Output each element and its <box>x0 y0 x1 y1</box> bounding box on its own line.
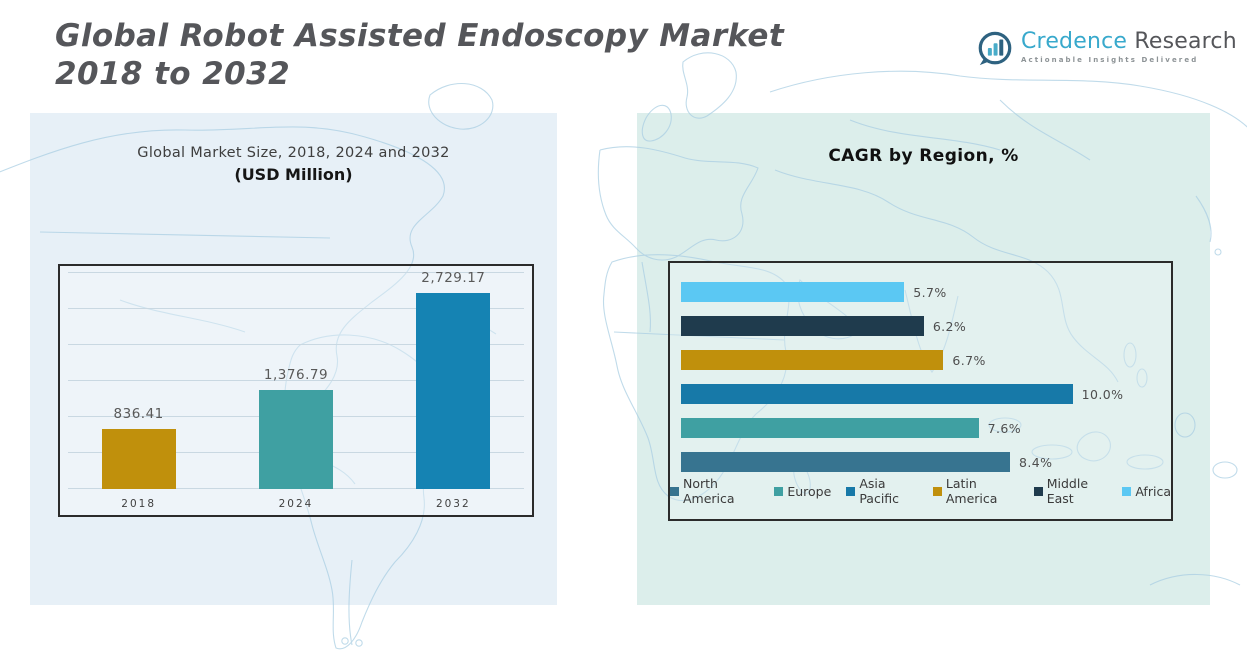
x-axis-label-2024: 2024 <box>278 498 314 510</box>
hbar-middle-east <box>681 316 924 336</box>
hbar-value-label-latin-america: 6.7% <box>952 352 986 368</box>
hbar-row-latin-america: 6.7% <box>681 350 1163 370</box>
bar-2024 <box>258 389 333 489</box>
x-axis-label-2018: 2018 <box>121 498 157 510</box>
legend-swatch-icon <box>1122 486 1132 496</box>
hbar-row-middle-east: 6.2% <box>681 316 1163 336</box>
hbar-asia-pacific <box>681 384 1073 404</box>
left-chart-title-text: Global Market Size, 2018, 2024 and 2032 <box>137 145 450 161</box>
left-chart-title: Global Market Size, 2018, 2024 and 2032 … <box>30 145 557 184</box>
logo-brand-name: Credence Research <box>1021 29 1237 54</box>
cagr-bar-chart: 5.7% 6.2% 6.7% 10.0% 7.6% 8.4% North America E… <box>668 261 1173 521</box>
legend-label: Middle East <box>1046 476 1089 506</box>
bar-value-label-2018: 836.41 <box>113 405 164 422</box>
legend-item-asia-pacific: Asia Pacific <box>846 476 918 506</box>
legend-swatch-icon <box>1033 486 1043 496</box>
left-chart-subtitle: (USD Million) <box>234 165 353 184</box>
legend-item-europe: Europe <box>774 484 831 499</box>
hbar-row-north-america: 8.4% <box>681 452 1163 472</box>
bar-chart-logo-icon <box>978 31 1012 66</box>
bar-group-2024: 1,376.79 2024 <box>258 273 333 510</box>
legend-swatch-icon <box>774 486 784 496</box>
bar-group-2018: 836.41 2018 <box>101 273 176 510</box>
hbar-value-label-europe: 7.6% <box>987 420 1022 436</box>
legend-item-latin-america: Latin America <box>932 476 1019 506</box>
legend-label: Asia Pacific <box>859 476 900 506</box>
hbar-row-asia-pacific: 10.0% <box>681 384 1163 404</box>
page-title: Global Robot Assisted Endoscopy Market 2… <box>55 18 784 94</box>
hbar-row-africa: 5.7% <box>681 282 1163 302</box>
bar-2018 <box>101 428 176 489</box>
legend-item-north-america: North America <box>670 476 759 506</box>
legend-label: Latin America <box>945 476 998 506</box>
legend-label: North America <box>683 476 735 506</box>
legend-swatch-icon <box>932 486 942 496</box>
page-title-line2: 2018 to 2032 <box>55 55 291 92</box>
bar-series: 836.41 2018 1,376.79 2024 2,729.17 2032 <box>60 270 532 510</box>
logo-brand-secondary: Research <box>1134 29 1237 54</box>
hbar-north-america <box>681 452 1010 472</box>
hbar-value-label-africa: 5.7% <box>913 284 947 300</box>
hbar-row-europe: 7.6% <box>681 418 1163 438</box>
region-legend: North America Europe Asia Pacific Latin Ame… <box>670 476 1171 506</box>
bar-value-label-2024: 1,376.79 <box>263 366 329 383</box>
logo-tagline: Actionable Insights Delivered <box>1021 56 1199 65</box>
x-axis-label-2032: 2032 <box>435 498 471 510</box>
legend-item-middle-east: Middle East <box>1033 476 1108 506</box>
page-title-line1: Global Robot Assisted Endoscopy Market <box>55 18 785 54</box>
logo-brand-primary: Credence <box>1021 29 1128 54</box>
right-chart-title: CAGR by Region, % <box>828 146 1019 166</box>
hbar-latin-america <box>681 350 944 370</box>
bar-value-label-2032: 2,729.17 <box>421 269 486 286</box>
market-size-bar-chart: 836.41 2018 1,376.79 2024 2,729.17 2032 <box>58 264 534 517</box>
bar-group-2032: 2,729.17 2032 <box>416 270 491 510</box>
hbar-series: 5.7% 6.2% 6.7% 10.0% 7.6% 8.4% <box>681 282 1163 486</box>
bar-2032 <box>416 292 491 489</box>
hbar-value-label-north-america: 8.4% <box>1019 454 1053 470</box>
hbar-africa <box>681 282 905 302</box>
legend-item-africa: Africa <box>1122 484 1171 499</box>
legend-swatch-icon <box>670 486 679 496</box>
hbar-europe <box>681 418 979 438</box>
legend-label: Africa <box>1135 483 1171 499</box>
credence-research-logo: Credence Research Actionable Insights De… <box>976 29 1237 68</box>
legend-label: Europe <box>787 483 832 499</box>
logo-texts: Credence Research Actionable Insights De… <box>1021 29 1237 65</box>
hbar-value-label-asia-pacific: 10.0% <box>1081 386 1124 402</box>
legend-swatch-icon <box>846 486 856 496</box>
hbar-value-label-middle-east: 6.2% <box>932 318 967 334</box>
